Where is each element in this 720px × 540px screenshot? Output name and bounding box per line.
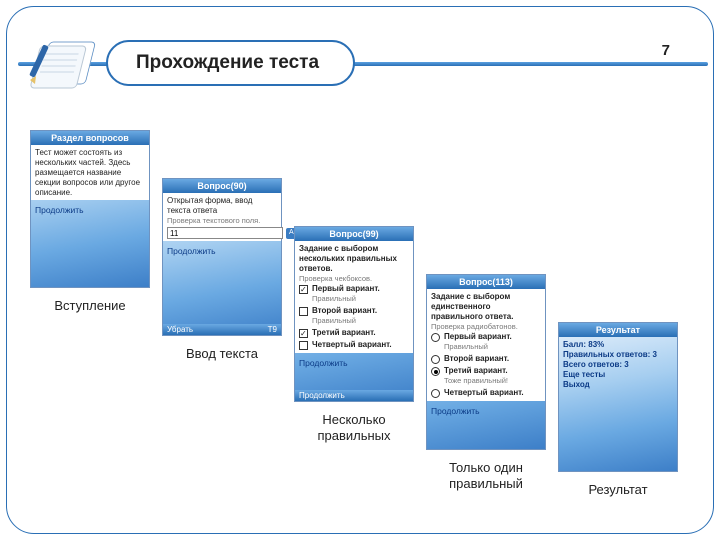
phone-multi: Вопрос(99) Задание с выбором нескольких … [294, 226, 414, 402]
phone-multi-caption: Несколько правильных [294, 412, 414, 445]
phone-multi-continue[interactable]: Продолжить [295, 356, 352, 370]
option-label: Второй вариант.Правильный [312, 306, 377, 326]
phone-text-body: Открытая форма, ввод текста ответа Прове… [163, 193, 281, 241]
option-label: Четвертый вариант. [312, 340, 392, 350]
phone-text-subprompt: Проверка текстового поля. [167, 216, 277, 225]
softkey-right[interactable]: T9 [268, 325, 277, 334]
phone-single-col: Вопрос(113) Задание с выбором единственн… [426, 274, 546, 493]
phone-result-col: Результат Балл: 83%Правильных ответов: 3… [558, 322, 678, 498]
phone-multi-header: Вопрос(99) [295, 227, 413, 241]
phone-result-header: Результат [559, 323, 677, 337]
radio-icon [431, 355, 440, 364]
result-line: Балл: 83% [563, 340, 673, 350]
phone-single-prompt: Задание с выбором единственного правильн… [431, 292, 541, 322]
phone-multi-prompt: Задание с выбором нескольких правильных … [299, 244, 409, 274]
phone-intro-header: Раздел вопросов [31, 131, 149, 145]
result-line: Выход [563, 380, 673, 390]
phone-result-caption: Результат [558, 482, 678, 498]
phone-multi-softbar: Продолжить [295, 390, 413, 401]
option-label: Третий вариант. [312, 328, 376, 338]
checkbox-option[interactable]: Третий вариант. [299, 327, 409, 339]
checkbox-option[interactable]: Четвертый вариант. [299, 339, 409, 351]
checkbox-icon [299, 307, 308, 316]
phone-multi-body: Задание с выбором нескольких правильных … [295, 241, 413, 353]
multi-options: Первый вариант.ПравильныйВторой вариант.… [299, 283, 409, 351]
phone-single-header: Вопрос(113) [427, 275, 545, 289]
softkey-left[interactable]: Убрать [167, 325, 193, 334]
phone-intro-body: Тест может состоять из нескольких частей… [31, 145, 149, 200]
phone-text-continue[interactable]: Продолжить [163, 244, 220, 258]
phone-result: Результат Балл: 83%Правильных ответов: 3… [558, 322, 678, 472]
result-line: Еще тесты [563, 370, 673, 380]
cap-l2: правильный [449, 476, 523, 491]
radio-icon [431, 333, 440, 342]
radio-icon [431, 367, 440, 376]
option-label: Четвертый вариант. [444, 388, 524, 398]
cap-l2: правильных [317, 428, 390, 443]
cap-l1: Несколько [322, 412, 385, 427]
cap-l1: Только один [449, 460, 523, 475]
phone-single-body: Задание с выбором единственного правильн… [427, 289, 545, 401]
result-line: Правильных ответов: 3 [563, 350, 673, 360]
phone-text-softbar: Убрать T9 [163, 324, 281, 335]
answer-input[interactable] [167, 227, 283, 239]
phone-text: Вопрос(90) Открытая форма, ввод текста о… [162, 178, 282, 336]
phone-text-col: Вопрос(90) Открытая форма, ввод текста о… [162, 178, 282, 362]
phone-intro-caption: Вступление [30, 298, 150, 314]
checkbox-icon [299, 329, 308, 338]
slide-title-text: Прохождение теста [136, 52, 319, 74]
checkbox-icon [299, 285, 308, 294]
page-number: 7 [662, 42, 670, 59]
radio-option[interactable]: Первый вариант.Правильный [431, 331, 541, 353]
softkey-left[interactable]: Продолжить [299, 391, 345, 400]
option-label: Первый вариант.Правильный [312, 284, 380, 304]
phone-multi-col: Вопрос(99) Задание с выбором нескольких … [294, 226, 414, 445]
phone-intro-continue[interactable]: Продолжить [31, 203, 88, 217]
phone-result-body: Балл: 83%Правильных ответов: 3Всего отве… [559, 337, 677, 392]
phone-text-header: Вопрос(90) [163, 179, 281, 193]
notebook-icon [24, 32, 98, 92]
phone-single: Вопрос(113) Задание с выбором единственн… [426, 274, 546, 450]
phone-single-continue[interactable]: Продолжить [427, 404, 484, 418]
slide-title: Прохождение теста [106, 40, 355, 86]
slide-header: Прохождение теста [18, 34, 708, 94]
single-options: Первый вариант.Правильный Второй вариант.… [431, 331, 541, 399]
phones-area: Раздел вопросов Тест может состоять из н… [30, 130, 690, 510]
phone-single-subprompt: Проверка радиобатонов. [431, 322, 541, 331]
phone-single-caption: Только один правильный [426, 460, 546, 493]
checkbox-option[interactable]: Первый вариант.Правильный [299, 283, 409, 305]
phone-text-caption: Ввод текста [162, 346, 282, 362]
option-label: Второй вариант. [444, 354, 509, 364]
phone-multi-subprompt: Проверка чекбоксов. [299, 274, 409, 283]
phone-text-prompt: Открытая форма, ввод текста ответа [167, 196, 277, 216]
radio-option[interactable]: Третий вариант.Тоже правильный! [431, 365, 541, 387]
option-label: Третий вариант.Тоже правильный! [444, 366, 508, 386]
phone-intro: Раздел вопросов Тест может состоять из н… [30, 130, 150, 288]
radio-option[interactable]: Второй вариант. [431, 353, 541, 365]
checkbox-option[interactable]: Второй вариант.Правильный [299, 305, 409, 327]
result-line: Всего ответов: 3 [563, 360, 673, 370]
radio-icon [431, 389, 440, 398]
checkbox-icon [299, 341, 308, 350]
phone-intro-text: Тест может состоять из нескольких частей… [35, 148, 145, 198]
radio-option[interactable]: Четвертый вариант. [431, 387, 541, 399]
phone-intro-col: Раздел вопросов Тест может состоять из н… [30, 130, 150, 314]
option-label: Первый вариант.Правильный [444, 332, 512, 352]
